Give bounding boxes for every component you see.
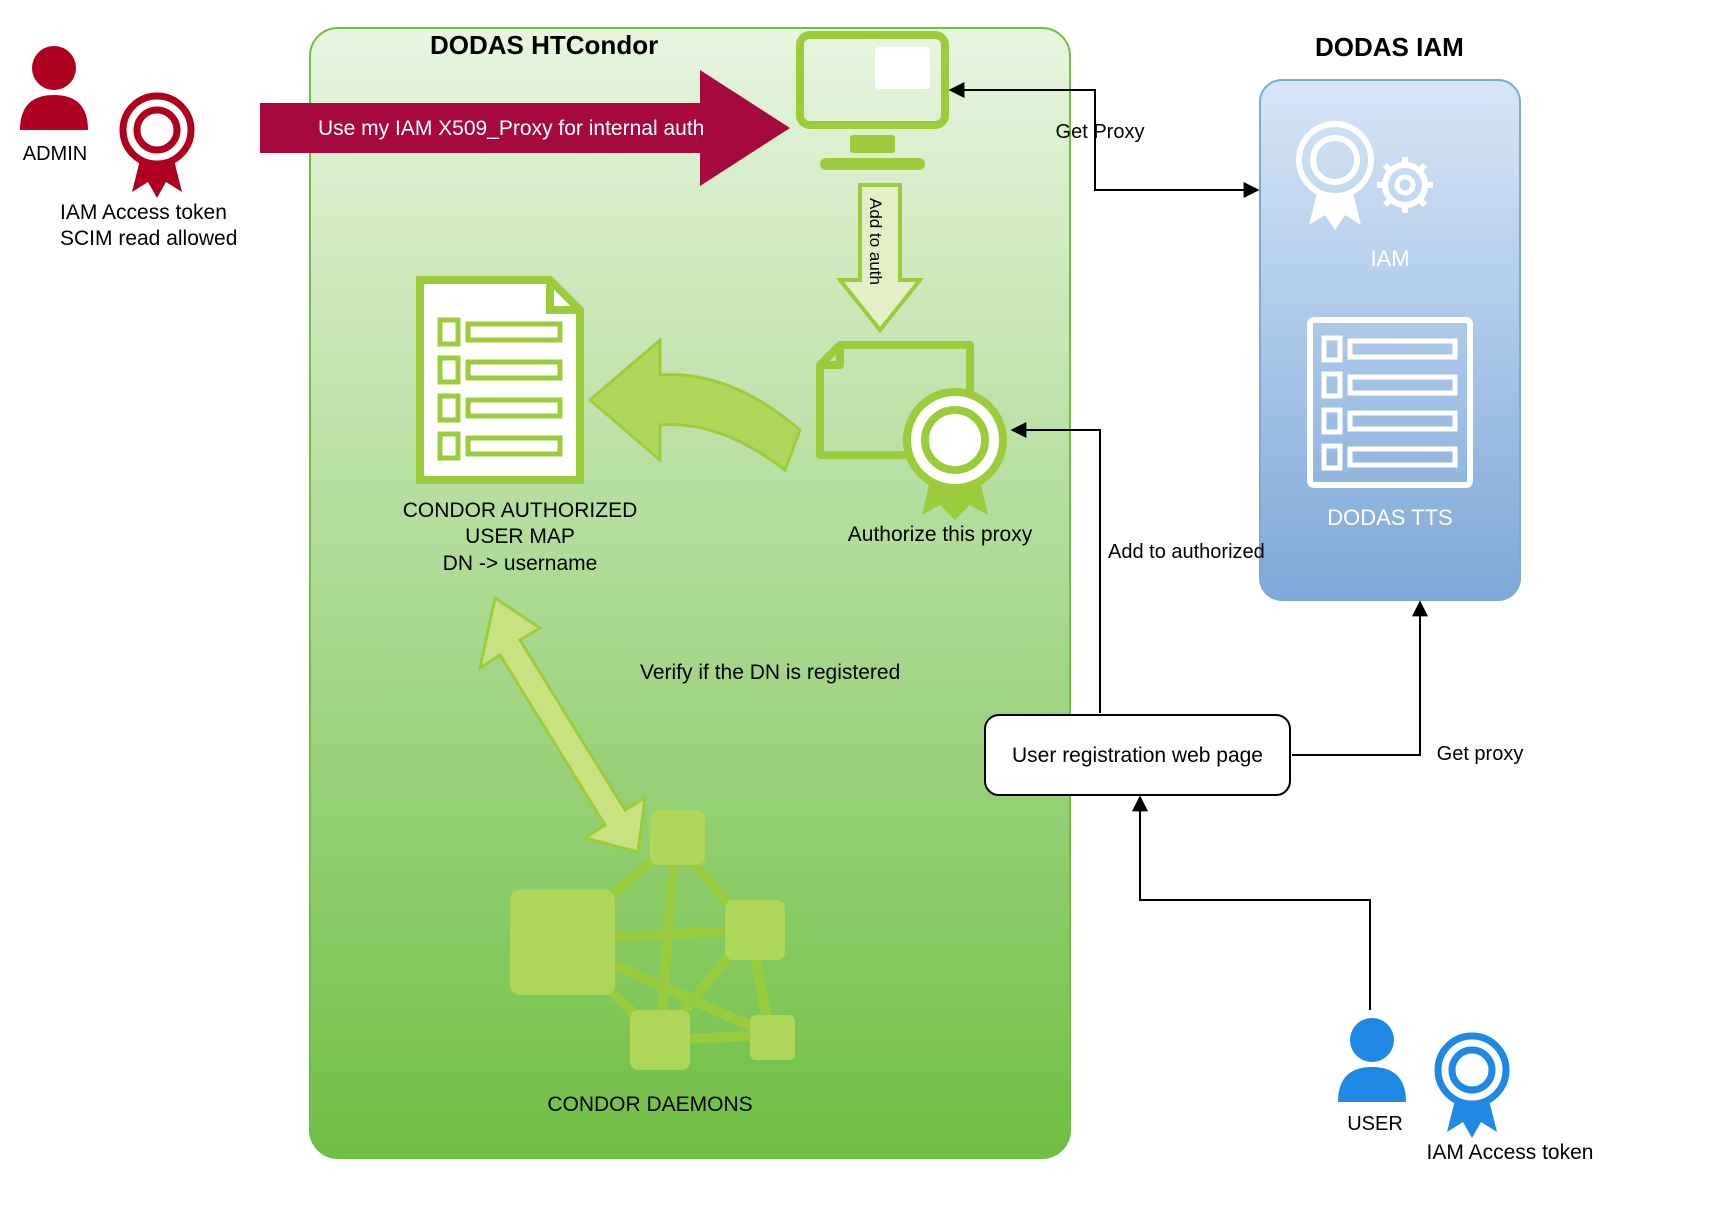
- admin-person-icon: [12, 40, 97, 135]
- admin-block: [12, 40, 97, 140]
- user-block: [1330, 1012, 1415, 1112]
- htcondor-container: [310, 28, 1070, 1158]
- get-proxy-top-label: Get Proxy: [1040, 120, 1160, 145]
- tts-label: DODAS TTS: [1300, 504, 1480, 532]
- iam-label: IAM: [1330, 245, 1450, 273]
- verify-label: Verify if the DN is registered: [640, 660, 970, 686]
- daemons-label: CONDOR DAEMONS: [520, 1092, 780, 1118]
- admin-token-line2: SCIM read allowed: [60, 226, 280, 252]
- diagram-canvas: [0, 0, 1734, 1210]
- admin-label: ADMIN: [0, 142, 110, 167]
- user-token-label: IAM Access token: [1400, 1140, 1620, 1166]
- authorize-proxy-label: Authorize this proxy: [820, 522, 1060, 548]
- edge-get-proxy-bottom: [1292, 602, 1420, 755]
- red-banner-text: Use my IAM X509_Proxy for internal auth: [318, 117, 704, 141]
- condor-map-line1: CONDOR AUTHORIZED: [390, 498, 650, 524]
- condor-map-line3: DN -> username: [390, 551, 650, 577]
- reg-page-label: User registration web page: [985, 743, 1290, 769]
- user-ribbon-icon: [1425, 1030, 1520, 1145]
- admin-token-line1: IAM Access token: [60, 200, 280, 226]
- htcondor-title: DODAS HTCondor: [430, 30, 658, 61]
- admin-token-label: IAM Access token SCIM read allowed: [60, 200, 280, 253]
- user-person-icon: [1330, 1012, 1415, 1107]
- iam-title: DODAS IAM: [1315, 32, 1464, 63]
- edge-user-to-regpage: [1140, 797, 1370, 1010]
- condor-map-label: CONDOR AUTHORIZED USER MAP DN -> usernam…: [390, 498, 650, 577]
- add-to-auth-label: Add to auth: [865, 198, 885, 285]
- condor-map-icon: [420, 280, 580, 480]
- add-to-authorized-label: Add to authorized: [1108, 540, 1308, 565]
- condor-map-line2: USER MAP: [390, 524, 650, 550]
- get-proxy-bottom-label: Get proxy: [1420, 742, 1540, 767]
- admin-ribbon-icon: [110, 90, 205, 205]
- user-label: USER: [1320, 1112, 1430, 1137]
